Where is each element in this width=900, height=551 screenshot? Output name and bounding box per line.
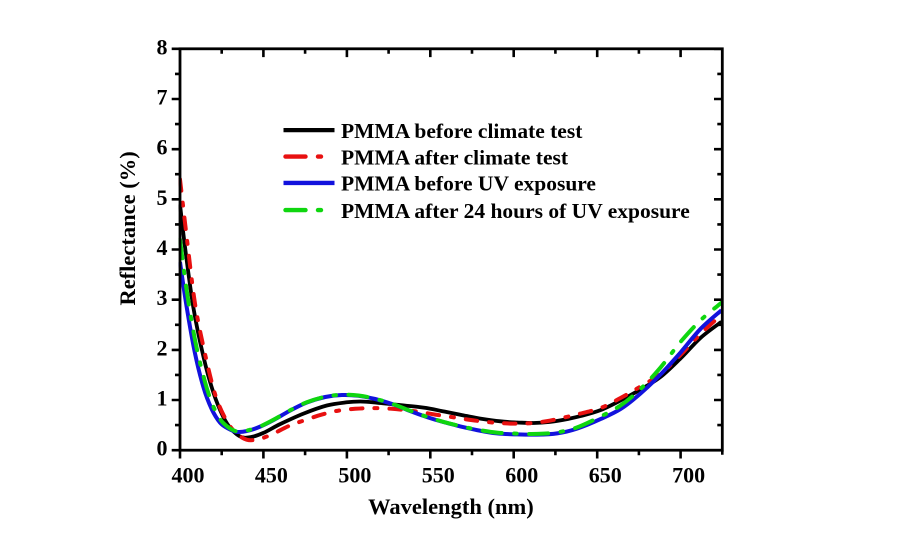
svg-text:5: 5 bbox=[157, 185, 168, 210]
svg-text:PMMA before UV exposure: PMMA before UV exposure bbox=[341, 172, 596, 196]
svg-text:4: 4 bbox=[157, 235, 168, 260]
svg-text:1: 1 bbox=[157, 386, 168, 411]
svg-text:550: 550 bbox=[422, 463, 455, 488]
svg-text:500: 500 bbox=[338, 463, 371, 488]
svg-text:600: 600 bbox=[505, 463, 538, 488]
svg-text:3: 3 bbox=[157, 285, 168, 310]
svg-text:PMMA before climate test: PMMA before climate test bbox=[341, 119, 583, 143]
svg-text:2: 2 bbox=[157, 335, 168, 360]
svg-text:6: 6 bbox=[157, 135, 168, 160]
svg-text:650: 650 bbox=[589, 463, 622, 488]
svg-text:450: 450 bbox=[255, 463, 288, 488]
svg-text:400: 400 bbox=[172, 463, 205, 488]
svg-text:0: 0 bbox=[157, 436, 168, 461]
svg-text:7: 7 bbox=[157, 85, 168, 110]
svg-text:8: 8 bbox=[157, 34, 168, 59]
svg-text:Reflectance (%): Reflectance (%) bbox=[115, 151, 140, 305]
svg-text:PMMA after climate test: PMMA after climate test bbox=[341, 145, 569, 169]
svg-text:Wavelength (nm): Wavelength (nm) bbox=[368, 494, 534, 519]
svg-text:700: 700 bbox=[672, 463, 705, 488]
svg-text:PMMA after 24 hours of UV expo: PMMA after 24 hours of UV exposure bbox=[341, 199, 690, 223]
